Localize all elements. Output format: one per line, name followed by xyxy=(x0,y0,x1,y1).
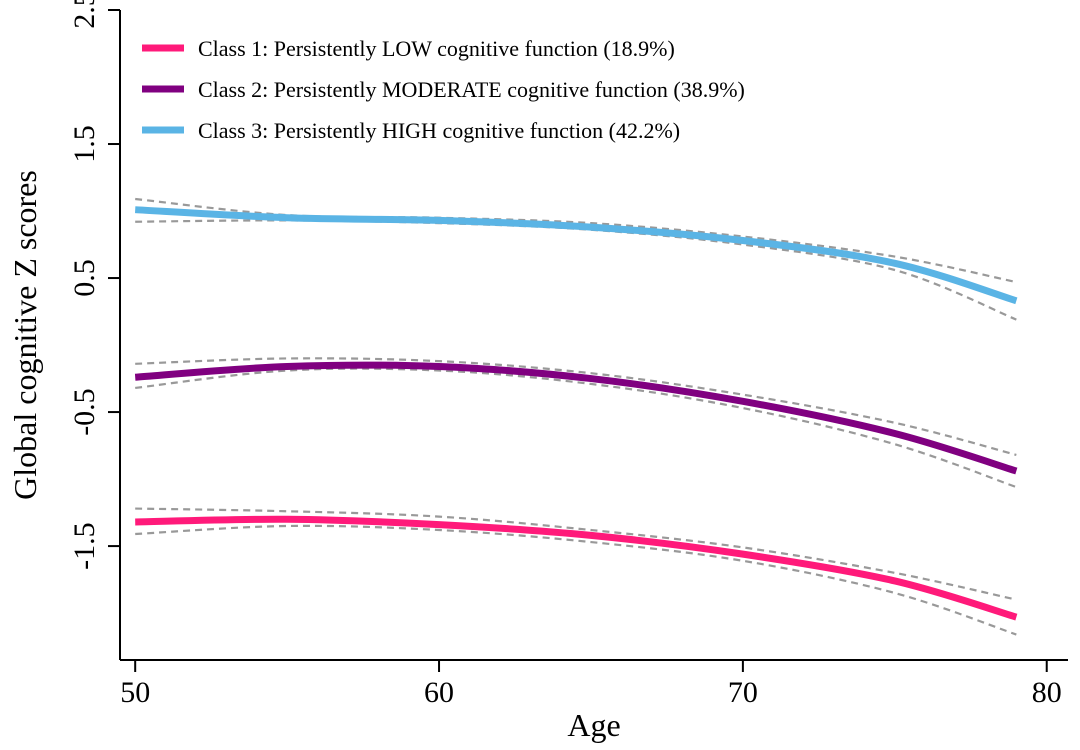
y-axis-title: Global cognitive Z scores xyxy=(7,170,43,500)
x-tick-label: 80 xyxy=(1032,676,1062,709)
legend-label-series-2: Class 2: Persistently MODERATE cognitive… xyxy=(198,77,745,102)
legend-label-series-1: Class 1: Persistently LOW cognitive func… xyxy=(198,36,675,61)
plot-area xyxy=(134,197,1018,636)
y-tick-label: 0.5 xyxy=(68,259,101,297)
axes: 2.5 1.5 0.5 -0.5 -1.5 50 60 70 80 Age Global co… xyxy=(7,0,1068,743)
legend-label-series-3: Class 3: Persistently HIGH cognitive fun… xyxy=(198,118,680,143)
series-1-ci-lower-line xyxy=(135,524,1017,636)
legend: Class 1: Persistently LOW cognitive func… xyxy=(142,36,745,143)
y-tick-label: -0.5 xyxy=(68,388,101,436)
x-tick-label: 60 xyxy=(424,676,454,709)
y-tick-label: -1.5 xyxy=(68,522,101,570)
x-tick-label: 50 xyxy=(120,676,150,709)
x-tick-label: 70 xyxy=(728,676,758,709)
confidence-bands xyxy=(135,197,1017,636)
y-tick-label: 2.5 xyxy=(68,0,101,29)
series-2-line xyxy=(134,361,1018,475)
series-2-ci-upper-line xyxy=(135,357,1017,457)
series-3-line xyxy=(135,206,1018,305)
y-tick-label: 1.5 xyxy=(68,125,101,163)
series-2-ci-lower-line xyxy=(135,367,1017,489)
series-1-ci-upper-line xyxy=(135,507,1017,601)
series-1-line xyxy=(135,515,1018,621)
x-axis-ticks: 50 60 70 80 xyxy=(120,660,1062,709)
y-axis-ticks: 2.5 1.5 0.5 -0.5 -1.5 xyxy=(68,0,120,570)
series-3-ci-upper-line xyxy=(135,197,1017,284)
series-3-ci-lower-line xyxy=(135,219,1017,321)
series-lines xyxy=(134,206,1018,621)
x-axis-title: Age xyxy=(567,707,620,743)
